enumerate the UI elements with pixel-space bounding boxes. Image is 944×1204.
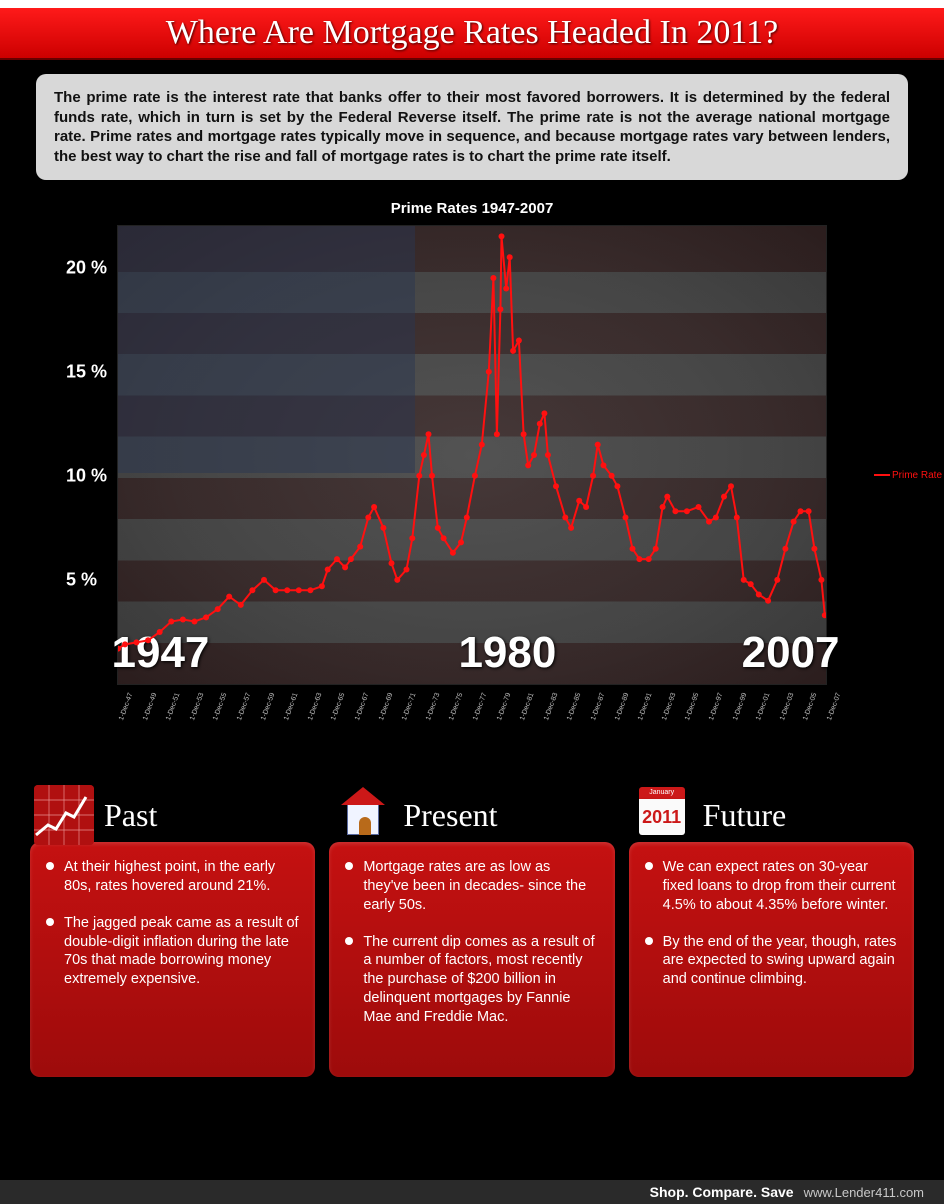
card-body: At their highest point, in the early 80s… xyxy=(30,842,315,1077)
x-tick-label: 1-Dec-79 xyxy=(496,692,512,721)
x-tick-label: 1-Dec-63 xyxy=(307,692,323,721)
x-tick-label: 1-Dec-55 xyxy=(212,692,228,721)
x-tick-label: 1-Dec-67 xyxy=(354,692,370,721)
chart-icon xyxy=(34,785,94,845)
x-tick-label: 1-Dec-51 xyxy=(165,692,181,721)
line-series xyxy=(118,226,826,684)
x-tick-label: 1-Dec-53 xyxy=(189,692,205,721)
calendar-icon: January 2011 xyxy=(633,785,693,845)
bullet: The current dip comes as a result of a n… xyxy=(345,933,598,1027)
chart-title: Prime Rates 1947-2007 xyxy=(20,200,924,217)
bullet: At their highest point, in the early 80s… xyxy=(46,858,299,896)
x-tick-label: 1-Dec-75 xyxy=(448,692,464,721)
calendar-year: 2011 xyxy=(639,799,685,835)
house-icon xyxy=(333,785,393,845)
x-tick-label: 1-Dec-87 xyxy=(590,692,606,721)
x-tick-label: 1-Dec-93 xyxy=(661,692,677,721)
card-head: January 2011 Future xyxy=(629,782,914,848)
bullet: The jagged peak came as a result of doub… xyxy=(46,914,299,989)
y-tick-label: 5 % xyxy=(66,569,97,590)
x-tick-label: 1-Dec-81 xyxy=(519,692,535,721)
card-future: January 2011 Future We can expect rates … xyxy=(629,782,914,1077)
chart-legend: Prime Rate xyxy=(874,470,942,481)
x-tick-label: 1-Dec-07 xyxy=(826,692,842,721)
y-tick-label: 10 % xyxy=(66,465,107,486)
x-tick-label: 1-Dec-57 xyxy=(236,692,252,721)
chart-plot: 5 %10 %15 %20 % 194719802007 1-Dec-471-D… xyxy=(57,225,887,735)
card-title: Present xyxy=(403,797,497,834)
chart-background: 5 %10 %15 %20 % 194719802007 1-Dec-471-D… xyxy=(117,225,827,685)
x-tick-label: 1-Dec-49 xyxy=(142,692,158,721)
title-bar: Where Are Mortgage Rates Headed In 2011? xyxy=(0,8,944,60)
x-tick-label: 1-Dec-47 xyxy=(118,692,134,721)
x-tick-label: 1-Dec-91 xyxy=(637,692,653,721)
x-tick-label: 1-Dec-83 xyxy=(543,692,559,721)
calendar-month: January xyxy=(639,787,685,799)
card-head: Present xyxy=(329,782,614,848)
x-tick-label: 1-Dec-99 xyxy=(732,692,748,721)
intro-panel: The prime rate is the interest rate that… xyxy=(36,74,908,180)
x-tick-label: 1-Dec-59 xyxy=(260,692,276,721)
x-tick-label: 1-Dec-85 xyxy=(566,692,582,721)
footer-tagline: Shop. Compare. Save xyxy=(650,1184,794,1200)
y-tick-label: 15 % xyxy=(66,361,107,382)
legend-label: Prime Rate xyxy=(892,470,942,481)
x-tick-label: 1-Dec-97 xyxy=(708,692,724,721)
card-body: Mortgage rates are as low as they've bee… xyxy=(329,842,614,1077)
x-tick-label: 1-Dec-69 xyxy=(378,692,394,721)
x-tick-label: 1-Dec-95 xyxy=(684,692,700,721)
footer-url: www.Lender411.com xyxy=(804,1185,924,1200)
x-tick-label: 1-Dec-71 xyxy=(401,692,417,721)
card-title: Past xyxy=(104,797,157,834)
x-tick-label: 1-Dec-05 xyxy=(802,692,818,721)
cards-row: Past At their highest point, in the earl… xyxy=(30,782,914,1077)
bullet: By the end of the year, though, rates ar… xyxy=(645,933,898,990)
x-tick-label: 1-Dec-03 xyxy=(779,692,795,721)
footer: Shop. Compare. Save www.Lender411.com xyxy=(0,1180,944,1204)
y-tick-label: 20 % xyxy=(66,257,107,278)
card-title: Future xyxy=(703,797,787,834)
bullet: We can expect rates on 30-year fixed loa… xyxy=(645,858,898,915)
x-tick-label: 1-Dec-01 xyxy=(755,692,771,721)
x-tick-label: 1-Dec-65 xyxy=(330,692,346,721)
legend-swatch xyxy=(874,474,890,476)
card-past: Past At their highest point, in the earl… xyxy=(30,782,315,1077)
bullet: Mortgage rates are as low as they've bee… xyxy=(345,858,598,915)
x-tick-label: 1-Dec-73 xyxy=(425,692,441,721)
x-tick-label: 1-Dec-77 xyxy=(472,692,488,721)
prime-rate-chart: Prime Rates 1947-2007 5 %10 %15 %20 % 19… xyxy=(20,194,924,754)
card-head: Past xyxy=(30,782,315,848)
card-body: We can expect rates on 30-year fixed loa… xyxy=(629,842,914,1077)
x-tick-label: 1-Dec-89 xyxy=(614,692,630,721)
card-present: Present Mortgage rates are as low as the… xyxy=(329,782,614,1077)
page-title: Where Are Mortgage Rates Headed In 2011? xyxy=(12,14,932,52)
intro-text: The prime rate is the interest rate that… xyxy=(54,88,890,166)
x-tick-label: 1-Dec-61 xyxy=(283,692,299,721)
